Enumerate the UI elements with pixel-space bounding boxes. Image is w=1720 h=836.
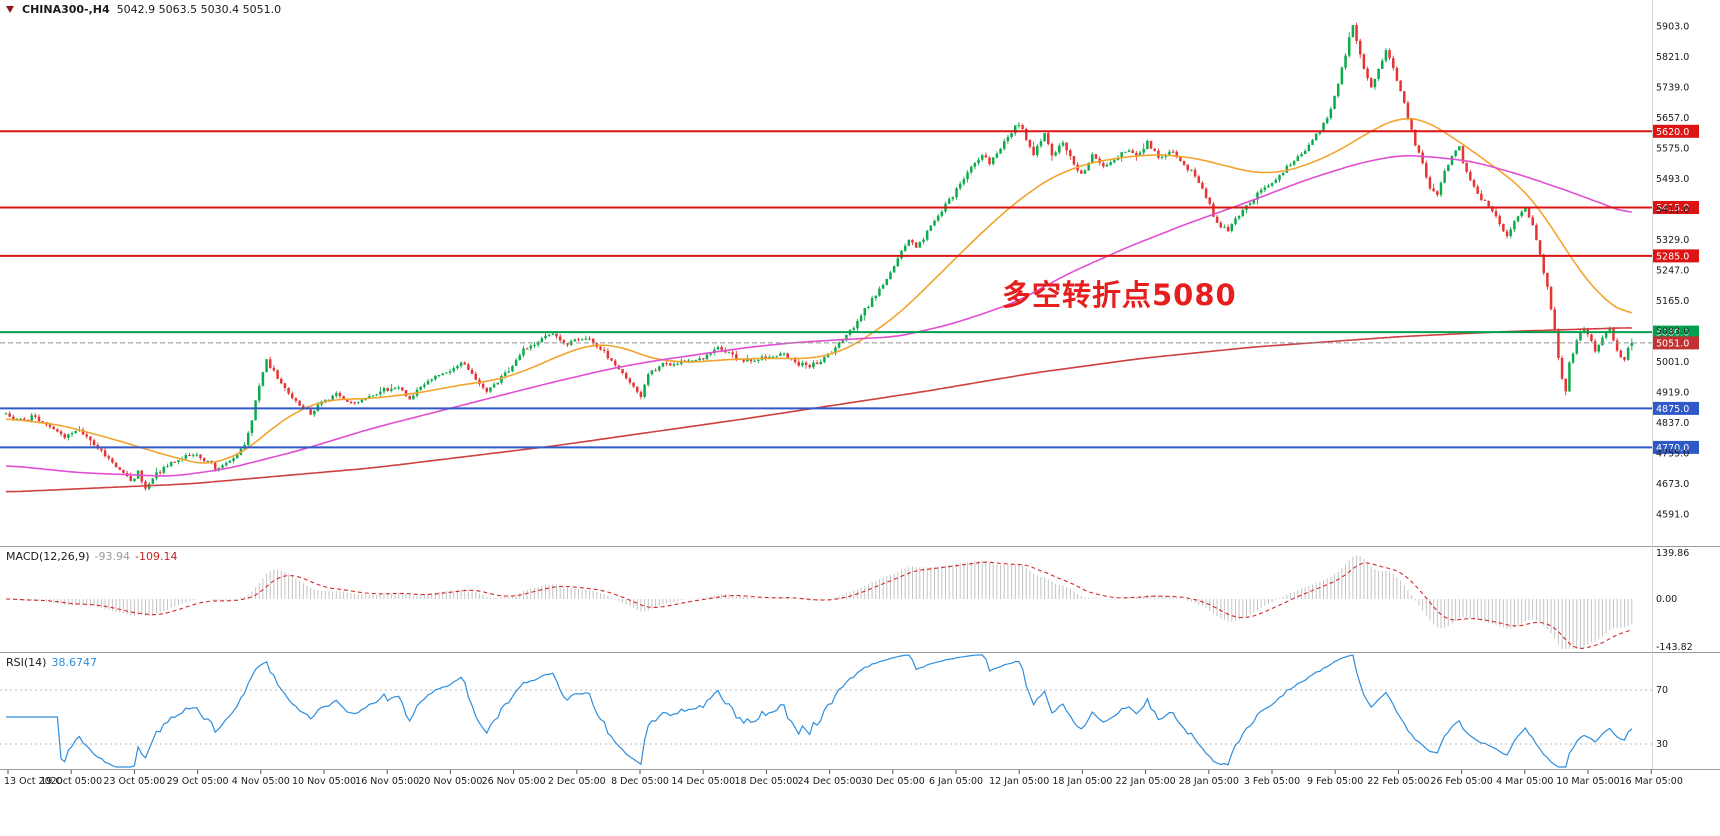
svg-text:10 Nov 05:00: 10 Nov 05:00 — [292, 776, 356, 787]
svg-text:4875.0: 4875.0 — [1656, 404, 1689, 415]
svg-text:12 Jan 05:00: 12 Jan 05:00 — [989, 776, 1049, 787]
svg-text:4673.0: 4673.0 — [1656, 479, 1689, 490]
svg-text:14 Dec 05:00: 14 Dec 05:00 — [671, 776, 735, 787]
current-price-line: 5051.0 — [0, 336, 1699, 350]
level-line-5415.0[interactable]: 5415.0 — [0, 201, 1699, 214]
macd-signal-line — [5, 561, 1633, 649]
svg-text:22 Jan 05:00: 22 Jan 05:00 — [1116, 776, 1176, 787]
price-axis[interactable]: 5903.0 5821.0 5739.0 5657.0 5575.0 5493.0 5411… — [1656, 22, 1689, 521]
svg-text:4 Nov 05:00: 4 Nov 05:00 — [232, 776, 290, 787]
svg-text:18 Jan 05:00: 18 Jan 05:00 — [1052, 776, 1112, 787]
svg-text:2 Dec 05:00: 2 Dec 05:00 — [548, 776, 606, 787]
rsi-axis-label: 70 — [1656, 685, 1668, 696]
svg-text:10 Mar 05:00: 10 Mar 05:00 — [1556, 776, 1619, 787]
svg-text:5575.0: 5575.0 — [1656, 144, 1689, 155]
svg-text:4755.0: 4755.0 — [1656, 449, 1689, 460]
svg-text:4837.0: 4837.0 — [1656, 418, 1689, 429]
svg-text:13 Oct 2020: 13 Oct 2020 — [4, 776, 63, 787]
svg-text:30 Dec 05:00: 30 Dec 05:00 — [861, 776, 925, 787]
level-line-5080.0[interactable]: 5080.0 — [0, 325, 1699, 339]
level-line-4770.0[interactable]: 4770.0 — [0, 440, 1699, 454]
svg-text:18 Dec 05:00: 18 Dec 05:00 — [734, 776, 798, 787]
svg-text:5903.0: 5903.0 — [1656, 22, 1689, 33]
chart-annotation[interactable]: 多空转折点5080 — [1002, 278, 1237, 312]
svg-text:5247.0: 5247.0 — [1656, 266, 1689, 277]
rsi-line — [6, 654, 1633, 768]
svg-text:4770.0: 4770.0 — [1656, 443, 1689, 454]
macd-axis-label: -143.82 — [1656, 642, 1693, 653]
svg-text:5415.0: 5415.0 — [1656, 203, 1689, 214]
rsi-indicator-label: RSI(14) 38.6747 — [6, 656, 97, 669]
svg-text:16 Nov 05:00: 16 Nov 05:00 — [355, 776, 419, 787]
svg-text:5493.0: 5493.0 — [1656, 174, 1689, 185]
svg-text:29 Oct 05:00: 29 Oct 05:00 — [167, 776, 229, 787]
rsi-axis-label: 30 — [1656, 739, 1668, 750]
macd-indicator-label: MACD(12,26,9) -93.94 -109.14 — [6, 550, 177, 563]
svg-text:24 Dec 05:00: 24 Dec 05:00 — [798, 776, 862, 787]
svg-text:4 Mar 05:00: 4 Mar 05:00 — [1496, 776, 1553, 787]
ma-fast-line — [5, 117, 1633, 464]
svg-text:5620.0: 5620.0 — [1656, 127, 1689, 138]
svg-text:6 Jan 05:00: 6 Jan 05:00 — [929, 776, 983, 787]
svg-text:28 Jan 05:00: 28 Jan 05:00 — [1179, 776, 1239, 787]
macd-axis-label: 139.86 — [1656, 548, 1689, 559]
svg-text:5285.0: 5285.0 — [1656, 251, 1689, 262]
rsi-value: 38.6747 — [51, 656, 97, 669]
svg-text:16 Mar 05:00: 16 Mar 05:00 — [1619, 776, 1682, 787]
level-line-4875.0[interactable]: 4875.0 — [0, 401, 1699, 415]
ma-medium-line — [5, 155, 1632, 477]
svg-text:5821.0: 5821.0 — [1656, 52, 1689, 63]
svg-text:5165.0: 5165.0 — [1656, 296, 1689, 307]
svg-text:5657.0: 5657.0 — [1656, 113, 1689, 124]
svg-text:23 Oct 05:00: 23 Oct 05:00 — [103, 776, 165, 787]
svg-text:5051.0: 5051.0 — [1656, 338, 1689, 349]
svg-text:26 Nov 05:00: 26 Nov 05:00 — [482, 776, 546, 787]
svg-text:5080.0: 5080.0 — [1656, 328, 1689, 339]
chart-title: CHINA300-,H4 5042.9 5063.5 5030.4 5051.0 — [6, 3, 281, 16]
svg-text:20 Nov 05:00: 20 Nov 05:00 — [418, 776, 482, 787]
svg-text:19 Oct 05:00: 19 Oct 05:00 — [40, 776, 102, 787]
level-line-5285.0[interactable]: 5285.0 — [0, 249, 1699, 263]
svg-text:22 Feb 05:00: 22 Feb 05:00 — [1367, 776, 1429, 787]
rsi-name: RSI(14) — [6, 656, 47, 669]
svg-text:5329.0: 5329.0 — [1656, 235, 1689, 246]
macd-name: MACD(12,26,9) — [6, 550, 90, 563]
svg-text:4591.0: 4591.0 — [1656, 510, 1689, 521]
candles-layer — [4, 22, 1634, 491]
svg-text:5001.0: 5001.0 — [1656, 357, 1689, 368]
svg-text:4919.0: 4919.0 — [1656, 388, 1689, 399]
macd-signal-value: -109.14 — [135, 550, 178, 563]
svg-text:5739.0: 5739.0 — [1656, 83, 1689, 94]
svg-text:5083.0: 5083.0 — [1656, 327, 1689, 338]
macd-main-value: -93.94 — [94, 550, 131, 563]
symbol-flag-icon — [6, 5, 15, 15]
symbol-period-label: CHINA300-,H4 — [22, 3, 110, 16]
level-line-5620.0[interactable]: 5620.0 — [0, 124, 1699, 138]
macd-axis-label: 0.00 — [1656, 594, 1677, 605]
svg-text:3 Feb 05:00: 3 Feb 05:00 — [1244, 776, 1300, 787]
svg-text:26 Feb 05:00: 26 Feb 05:00 — [1430, 776, 1492, 787]
svg-text:9 Feb 05:00: 9 Feb 05:00 — [1307, 776, 1363, 787]
macd-histogram — [9, 555, 1633, 649]
ohlc-values: 5042.9 5063.5 5030.4 5051.0 — [116, 3, 282, 16]
svg-text:5411.0: 5411.0 — [1656, 205, 1689, 216]
svg-text:8 Dec 05:00: 8 Dec 05:00 — [611, 776, 669, 787]
